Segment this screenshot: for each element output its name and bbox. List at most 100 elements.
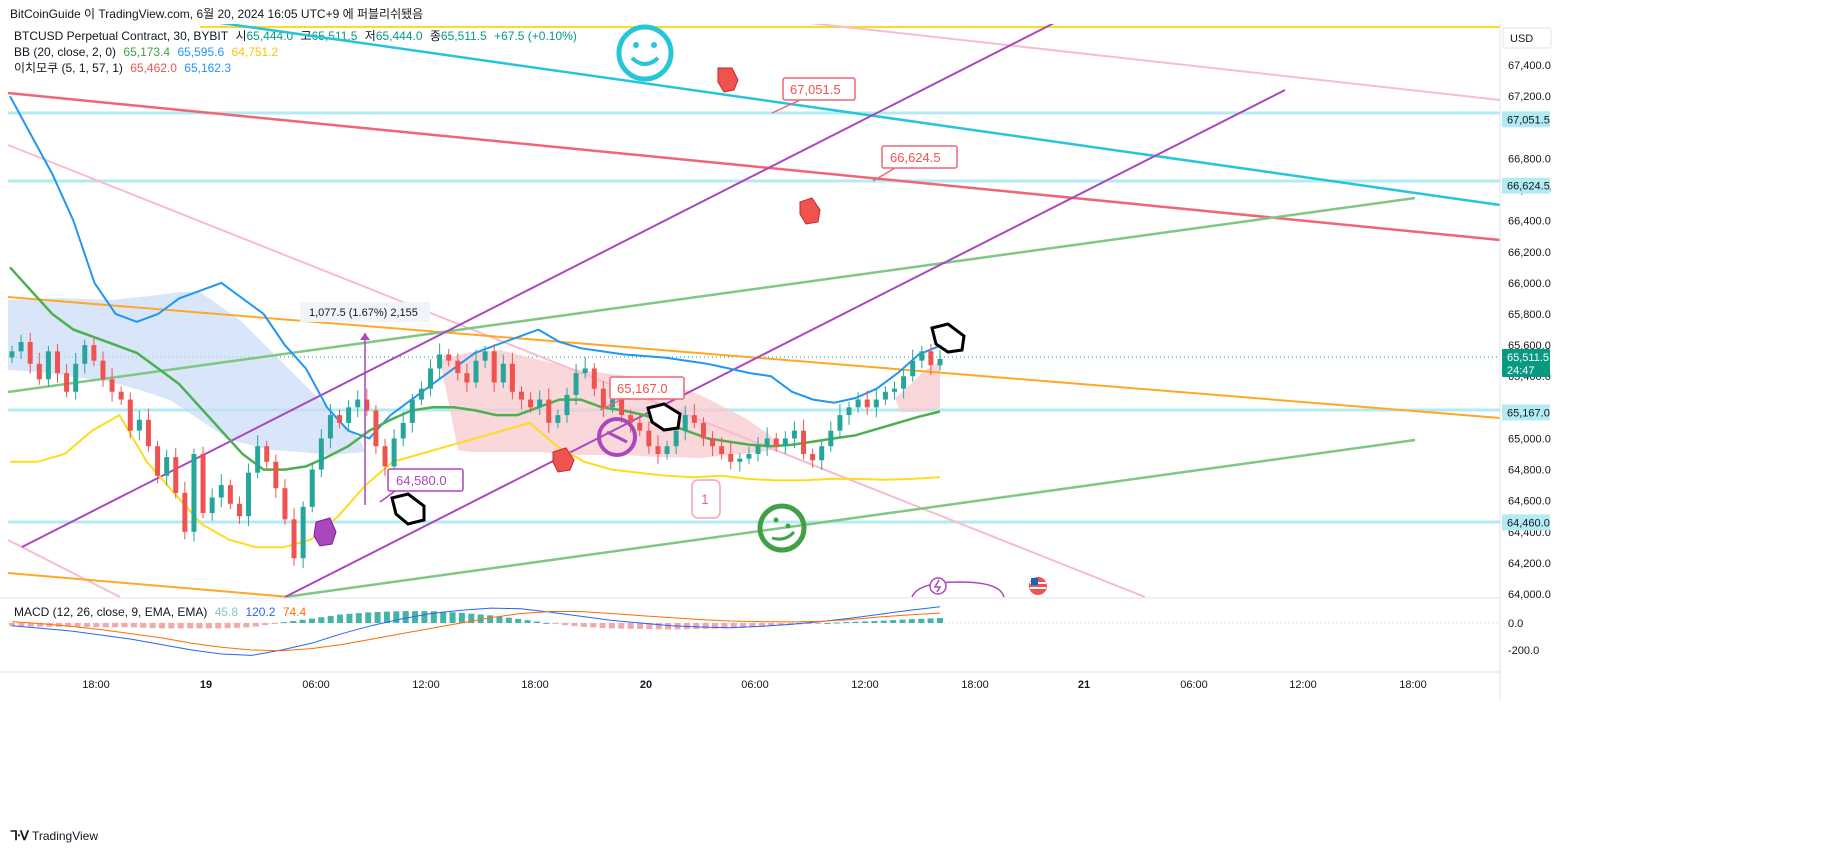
callout-67051-pointer: [771, 99, 801, 114]
candle-body: [600, 388, 606, 408]
macd-bar: [158, 623, 165, 629]
candle-body: [700, 422, 706, 439]
macd-bar: [833, 622, 840, 624]
macd-bar: [290, 620, 297, 623]
macd-bar: [430, 611, 437, 623]
time-tick-label: 21: [1078, 679, 1090, 691]
level-tag-box: [1502, 111, 1550, 128]
macd-bar: [140, 623, 147, 628]
currency-box[interactable]: [1502, 27, 1552, 49]
hand-pointer-red-icon-1: [717, 67, 739, 93]
symbol-name[interactable]: BTCUSD Perpetual Contract, 30, BYBIT: [14, 29, 229, 43]
callout-64580-box[interactable]: [387, 468, 464, 492]
candle-body: [446, 354, 452, 361]
publish-header: BitCoinGuide 이 TradingView.com, 6월 20, 2…: [0, 0, 1835, 24]
bb-legend[interactable]: BB (20, close, 2, 0) 65,173.4 65,595.6 6…: [14, 44, 282, 60]
price-tick-label: 66,400.0: [1508, 216, 1551, 228]
macd-bar: [121, 623, 128, 628]
callout-67051-box[interactable]: [782, 77, 856, 101]
level-tag-label: 66,624.5: [1507, 181, 1550, 193]
candle-body: [682, 415, 688, 431]
time-tick-label: 06:00: [741, 679, 769, 691]
chart-canvas[interactable]: 1,077.5 (1.67%) 2,155 67,051.5 66,624.5 …: [0, 24, 1835, 824]
trendline-orange-upper: [7, 296, 1501, 419]
level-tags: 67,051.5 66,624.5 65,167.0 64,460.0: [1502, 111, 1550, 531]
macd-bar: [599, 623, 606, 628]
callout-66624-pointer: [872, 167, 896, 182]
candle-body: [828, 430, 834, 447]
bb-lower-line: [10, 413, 941, 549]
publish-line: BitCoinGuide 이 TradingView.com, 6월 20, 2…: [10, 7, 424, 21]
event-badge-icon[interactable]: 1: [691, 479, 721, 519]
candle-body: [864, 399, 870, 408]
macd-bar: [308, 618, 315, 623]
candle-body: [919, 351, 925, 361]
current-price-countdown: 24:47: [1507, 365, 1535, 377]
callout-66624-box[interactable]: [881, 145, 958, 169]
macd-bar: [65, 623, 72, 627]
candle-body: [846, 407, 852, 416]
candle-body: [418, 388, 424, 400]
macd-bar: [908, 619, 915, 623]
macd-bar: [646, 623, 653, 630]
candle-body: [264, 446, 270, 462]
macd-bar: [758, 623, 765, 627]
price-tick-label: 65,800.0: [1508, 309, 1551, 321]
time-tick-label: 12:00: [851, 679, 879, 691]
candle-body: [182, 492, 188, 532]
macd-bar: [730, 623, 737, 629]
time-tick-label: 18:00: [521, 679, 549, 691]
candle-body: [637, 422, 643, 431]
macd-axis-0: 0.0: [1508, 618, 1523, 630]
trendline-orange-lower: [7, 572, 291, 598]
macd-bar: [824, 622, 831, 624]
face-purple-icon: [597, 417, 637, 457]
candle-body: [318, 438, 324, 470]
macd-bar: [187, 623, 194, 629]
candle-body: [619, 399, 625, 416]
callout-65167-box[interactable]: [609, 376, 685, 400]
macd-line: [11, 606, 941, 656]
macd-bar: [533, 621, 540, 623]
time-tick-label: 12:00: [1289, 679, 1317, 691]
trendline-green-upper: [7, 196, 1416, 394]
time-axis[interactable]: 18:00 19 06:00 12:00 18:00 20 06:00 12:00 18:00 2…: [82, 679, 1427, 691]
candle-body: [209, 497, 215, 514]
candle-body: [145, 419, 151, 447]
macd-bar: [571, 623, 578, 627]
macd-bar: [918, 618, 925, 623]
candle-body: [491, 351, 497, 383]
candle-body: [282, 488, 288, 520]
lightning-event-icon[interactable]: [911, 577, 1005, 598]
current-price-tag: [1502, 349, 1550, 377]
candle-body: [646, 430, 652, 447]
time-tick-label: 06:00: [1180, 679, 1208, 691]
callout-65167-pointer: [599, 398, 623, 411]
price-tick-label: 64,600.0: [1508, 496, 1551, 508]
price-axis[interactable]: [1500, 24, 1835, 700]
macd-bar: [618, 623, 625, 629]
us-flag-icon[interactable]: [1029, 577, 1047, 595]
close-value: 65,511.5: [440, 29, 487, 43]
candle-body: [9, 351, 15, 358]
macd-bar: [749, 623, 756, 628]
macd-name: MACD (12, 26, close, 9, EMA, EMA): [14, 605, 208, 619]
macd-bar: [590, 623, 597, 628]
macd-bar: [252, 623, 259, 627]
macd-bar: [93, 623, 100, 628]
price-tick-label: 66,200.0: [1508, 247, 1551, 259]
smiley-cyan-icon: [616, 24, 674, 82]
candle-body: [118, 391, 124, 400]
candle-body: [573, 373, 579, 395]
time-tick-label: 18:00: [1399, 679, 1427, 691]
candle-body: [173, 457, 179, 493]
macd-bar: [815, 623, 822, 624]
candle-body: [901, 376, 907, 389]
candle-body: [773, 438, 779, 447]
candle-body: [518, 391, 524, 400]
macd-legend[interactable]: MACD (12, 26, close, 9, EMA, EMA) 45.8 1…: [14, 604, 310, 620]
ichimoku-legend[interactable]: 이치모쿠 (5, 1, 57, 1) 65,462.0 65,162.3: [14, 60, 235, 76]
footer-brand[interactable]: ᒣ⋅ᐯ TradingView: [10, 828, 98, 844]
range-measure-box: [300, 302, 430, 322]
candle-body: [164, 457, 170, 476]
